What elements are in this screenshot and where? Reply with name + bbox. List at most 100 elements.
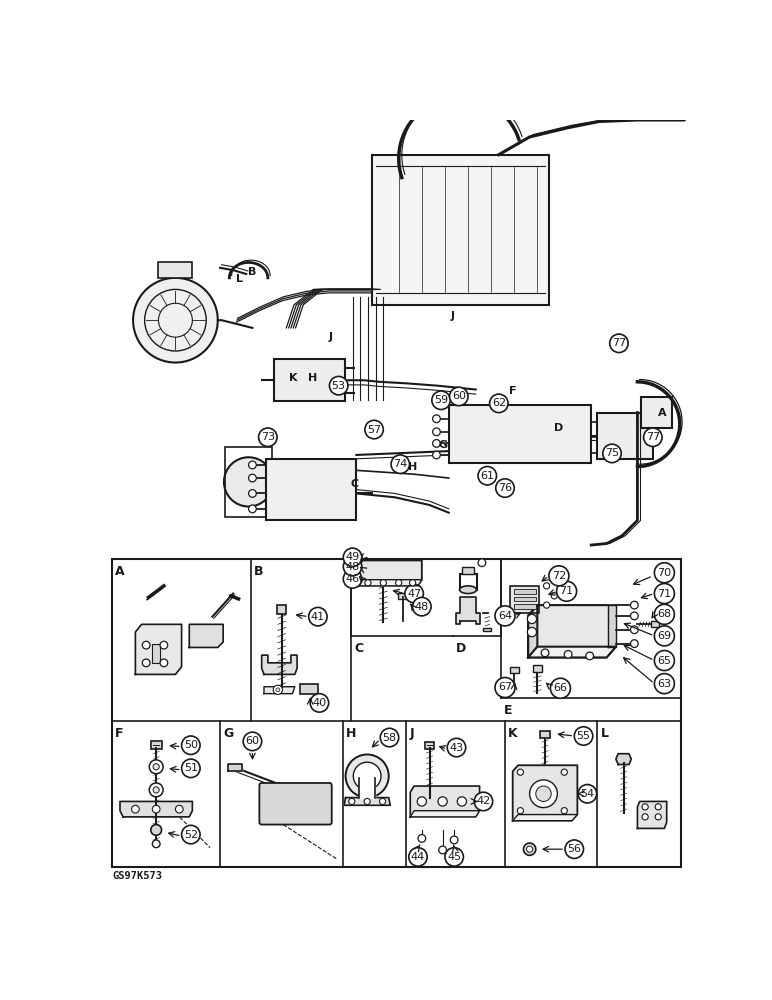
Bar: [514, 597, 536, 601]
Circle shape: [536, 786, 551, 801]
Circle shape: [344, 557, 362, 576]
Circle shape: [495, 677, 515, 698]
Circle shape: [517, 769, 523, 775]
Text: H: H: [347, 727, 357, 740]
Circle shape: [517, 808, 523, 814]
Bar: [483, 628, 491, 631]
Bar: [533, 665, 542, 672]
FancyBboxPatch shape: [259, 783, 332, 825]
Polygon shape: [510, 586, 539, 613]
Circle shape: [243, 732, 262, 751]
Text: 54: 54: [581, 789, 594, 799]
Circle shape: [330, 376, 348, 395]
Circle shape: [445, 848, 463, 866]
Text: 65: 65: [658, 656, 672, 666]
Bar: [372, 155, 549, 305]
Polygon shape: [359, 580, 422, 586]
Circle shape: [655, 804, 662, 810]
Circle shape: [408, 848, 427, 866]
Circle shape: [396, 580, 401, 586]
Text: 48: 48: [415, 602, 429, 612]
Circle shape: [153, 787, 159, 793]
Circle shape: [365, 420, 384, 439]
Circle shape: [175, 805, 183, 813]
Circle shape: [142, 659, 150, 667]
Bar: [642, 397, 672, 428]
Text: C: C: [350, 479, 358, 489]
Circle shape: [527, 614, 537, 624]
Text: 69: 69: [657, 631, 672, 641]
Circle shape: [438, 797, 447, 806]
Circle shape: [151, 825, 161, 835]
Circle shape: [610, 334, 628, 353]
Circle shape: [276, 688, 279, 692]
Ellipse shape: [459, 586, 476, 594]
Circle shape: [432, 440, 440, 447]
Text: 60: 60: [245, 736, 259, 746]
Text: 48: 48: [345, 562, 360, 572]
Polygon shape: [528, 647, 616, 657]
Circle shape: [642, 804, 648, 810]
Polygon shape: [120, 801, 192, 817]
Circle shape: [273, 685, 283, 694]
Text: 45: 45: [447, 852, 461, 862]
Text: H: H: [408, 462, 417, 472]
Circle shape: [418, 835, 425, 842]
Circle shape: [478, 559, 486, 567]
Text: H: H: [308, 373, 317, 383]
Bar: [449, 405, 591, 463]
Circle shape: [642, 814, 648, 820]
Text: 42: 42: [476, 796, 490, 806]
Text: K: K: [289, 373, 297, 383]
Circle shape: [412, 597, 431, 616]
Polygon shape: [513, 815, 577, 821]
Text: J: J: [409, 727, 414, 740]
Text: 77: 77: [612, 338, 626, 348]
Text: A: A: [115, 565, 125, 578]
Polygon shape: [262, 655, 297, 674]
Circle shape: [631, 626, 638, 634]
Text: K: K: [508, 727, 518, 740]
Circle shape: [259, 428, 277, 446]
Circle shape: [541, 649, 549, 657]
Circle shape: [495, 606, 515, 626]
Bar: [225, 447, 272, 517]
Text: E: E: [504, 704, 513, 717]
Circle shape: [655, 814, 662, 820]
Circle shape: [405, 584, 423, 603]
Bar: [152, 644, 160, 663]
Circle shape: [432, 451, 440, 459]
Circle shape: [527, 627, 537, 637]
Text: 51: 51: [184, 763, 198, 773]
Text: 41: 41: [311, 612, 325, 622]
Circle shape: [457, 797, 466, 806]
Bar: [158, 262, 192, 278]
Circle shape: [381, 580, 387, 586]
Bar: [300, 684, 318, 694]
Bar: [398, 593, 407, 599]
Circle shape: [655, 604, 675, 624]
Circle shape: [349, 798, 355, 805]
Polygon shape: [410, 786, 479, 817]
Polygon shape: [372, 155, 549, 305]
Bar: [462, 567, 474, 574]
Circle shape: [149, 760, 163, 774]
Text: 70: 70: [657, 568, 672, 578]
Text: 61: 61: [480, 471, 494, 481]
Polygon shape: [455, 597, 480, 624]
Text: 71: 71: [657, 589, 672, 599]
Bar: [266, 459, 357, 520]
Polygon shape: [360, 778, 375, 798]
Circle shape: [364, 798, 371, 805]
Circle shape: [391, 455, 409, 473]
Circle shape: [344, 548, 362, 567]
Bar: [540, 731, 550, 738]
Circle shape: [550, 678, 571, 698]
Circle shape: [655, 626, 675, 646]
Circle shape: [565, 840, 584, 858]
Text: D: D: [455, 642, 466, 655]
Text: 44: 44: [411, 852, 425, 862]
Circle shape: [543, 583, 550, 589]
Text: 50: 50: [184, 740, 198, 750]
Bar: [425, 742, 434, 749]
